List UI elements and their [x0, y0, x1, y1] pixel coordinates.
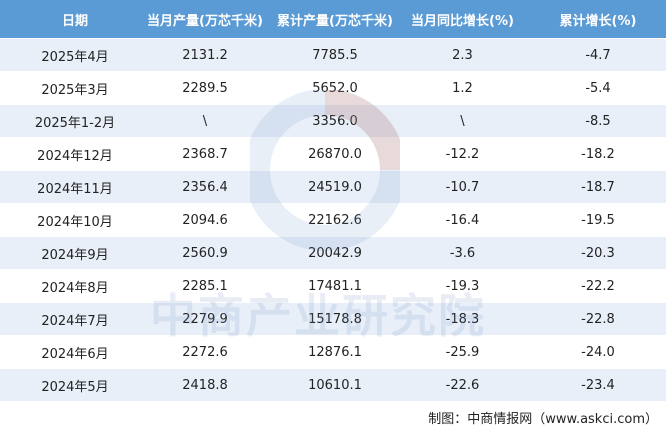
table-cell: -22.2	[581, 278, 615, 294]
table-cell: 当月产量(万芯千米)	[147, 13, 263, 29]
table-cell: -20.3	[581, 245, 615, 261]
table-cell: 3356.0	[312, 113, 358, 129]
table-cell: 2.3	[452, 47, 473, 63]
table-row: 2025年4月 2131.2 7785.5 2.3 -4.7	[0, 39, 666, 71]
table-cell: 22162.6	[308, 212, 362, 228]
table-row: 2025年1-2月 \ 3356.0 \ -8.5	[0, 105, 666, 137]
table-row: 2024年12月 2368.7 26870.0 -12.2 -18.2	[0, 138, 666, 170]
table-cell: 2024年12月	[37, 148, 113, 164]
table-cell: 12876.1	[308, 344, 362, 360]
table-cell: 2024年7月	[41, 313, 109, 329]
table-cell: 2356.4	[182, 179, 228, 195]
table-cell: 2024年10月	[37, 214, 113, 230]
table-cell: -8.5	[585, 113, 611, 129]
table-cell: 2094.6	[182, 212, 228, 228]
table-row: 2024年9月 2560.9 20042.9 -3.6 -20.3	[0, 237, 666, 269]
table-cell: -18.2	[581, 146, 615, 162]
table-cell: 15178.8	[308, 311, 362, 327]
table-cell: 5652.0	[312, 80, 358, 96]
table-row: 2024年8月 2285.1 17481.1 -19.3 -22.2	[0, 270, 666, 302]
table-cell: 1.2	[452, 80, 473, 96]
table-cell: 2024年8月	[41, 280, 109, 296]
table-cell: 20042.9	[308, 245, 362, 261]
table-row: 2024年11月 2356.4 24519.0 -10.7 -18.7	[0, 171, 666, 203]
table-cell: 2024年9月	[41, 247, 109, 263]
footer: 制图：中商情报网（www.askci.com）	[428, 412, 658, 427]
table-cell: -4.7	[585, 47, 611, 63]
table-row: 2024年7月 2279.9 15178.8 -18.3 -22.8	[0, 303, 666, 335]
table-cell: 2024年5月	[41, 379, 109, 395]
table-cell: \	[202, 113, 208, 129]
table-cell: 2025年1-2月	[34, 115, 116, 131]
table-cell: 10610.1	[308, 377, 362, 393]
table-cell: -19.3	[445, 278, 480, 294]
table-cell: -5.4	[585, 80, 611, 96]
watermark-logo	[250, 90, 400, 251]
table-cell: -18.3	[445, 311, 480, 327]
table-cell: 2418.8	[182, 377, 228, 393]
table-row: 2024年10月 2094.6 22162.6 -16.4 -19.5	[0, 204, 666, 236]
table-cell: \	[460, 113, 465, 129]
table-row: 2024年5月 2418.8 10610.1 -22.6 -23.4	[0, 369, 666, 401]
table-cell: 24519.0	[308, 179, 362, 195]
table-cell: 2272.6	[182, 344, 228, 360]
table-cell: 2025年4月	[41, 49, 109, 65]
table-cell: 2024年11月	[37, 181, 113, 197]
table-cell: 2368.7	[182, 146, 228, 162]
watermark: 中商产业研究院	[150, 289, 486, 343]
table-cell: 2289.5	[182, 80, 228, 96]
table-cell: 2285.1	[182, 278, 228, 294]
table-cell: 2279.9	[182, 311, 228, 327]
table-header: 日期 当月产量(万芯千米) 累计产量(万芯千米) 当月同比增长(%) 累计增长(%)	[0, 0, 666, 38]
table-cell: -16.4	[445, 212, 480, 228]
table-cell: 2024年6月	[41, 346, 109, 362]
table-cell: -25.9	[445, 344, 480, 360]
table-cell: -12.2	[445, 146, 480, 162]
table-cell: 累计增长(%)	[559, 13, 637, 29]
table-cell: -19.5	[581, 212, 615, 228]
table-row: 2024年6月 2272.6 12876.1 -25.9 -24.0	[0, 336, 666, 368]
table-cell: 2025年3月	[41, 82, 109, 98]
table-cell: -22.6	[445, 377, 480, 393]
table-row: 2025年3月 2289.5 5652.0 1.2 -5.4	[0, 72, 666, 104]
table-cell: -18.7	[581, 179, 615, 195]
table-cell: 2131.2	[182, 47, 228, 63]
table-cell: -10.7	[445, 179, 480, 195]
table-cell: -24.0	[581, 344, 615, 360]
table-cell: 累计产量(万芯千米)	[277, 13, 393, 29]
table-cell: 17481.1	[308, 278, 362, 294]
table-cell: -22.8	[581, 311, 615, 327]
table-cell: -23.4	[581, 377, 615, 393]
table-cell: 当月同比增长(%)	[411, 13, 514, 29]
table-cell: 7785.5	[312, 47, 358, 63]
table-cell: 2560.9	[182, 245, 228, 261]
table-cell: -3.6	[449, 245, 476, 261]
table-cell: 26870.0	[308, 146, 362, 162]
table-cell: 日期	[61, 13, 88, 29]
